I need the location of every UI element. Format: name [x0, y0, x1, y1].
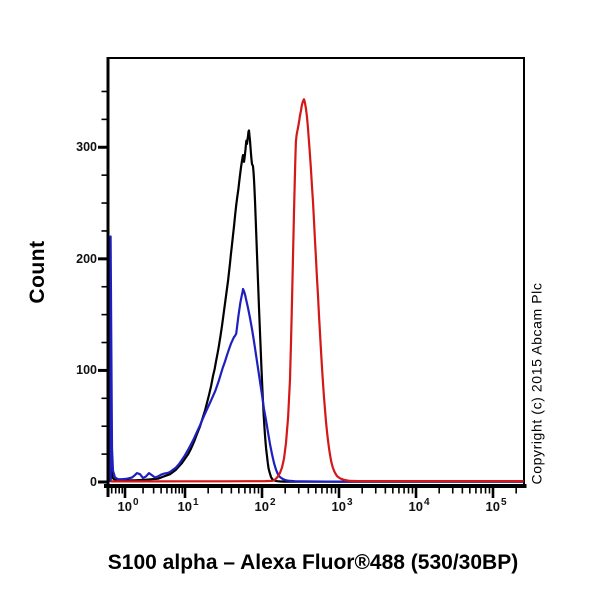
black-curve: [109, 129, 524, 483]
copyright-text: Copyright (c) 2015 Abcam Plc: [528, 282, 545, 485]
figure-title: S100 alpha – Alexa Fluor®488 (530/30BP): [107, 551, 519, 574]
red-curve: [110, 98, 524, 483]
blue-curve: [109, 235, 524, 483]
